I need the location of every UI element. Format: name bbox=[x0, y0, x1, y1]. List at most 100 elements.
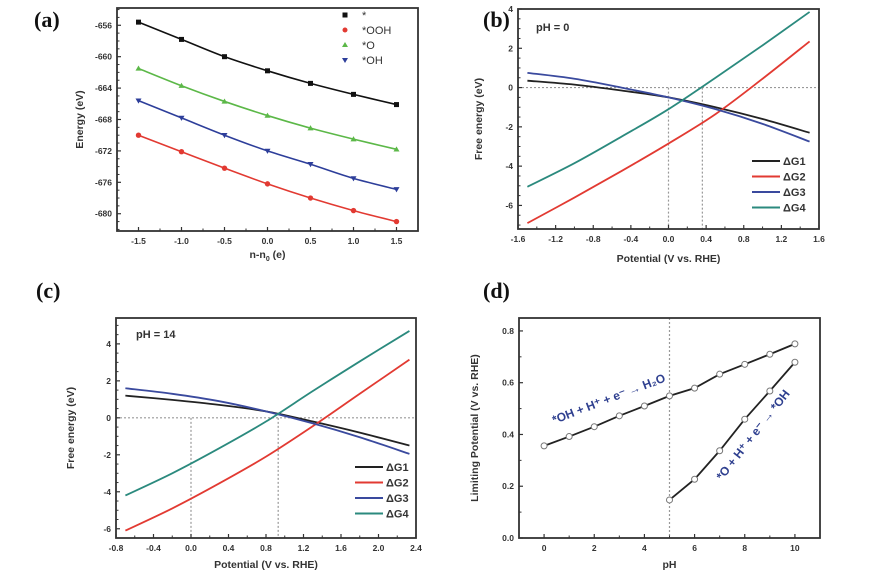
y-axis-label: Free energy (eV) bbox=[65, 387, 77, 469]
data-point bbox=[222, 54, 227, 60]
data-point bbox=[394, 102, 399, 108]
x-tick-label: 2.0 bbox=[373, 543, 385, 553]
x-tick-label: 0.4 bbox=[700, 234, 712, 244]
panel-d: (d) 0 2 4 6 8 10 0.0 0.2 0.4 0.6 0.8 pH Limiting Pote… bbox=[469, 278, 821, 571]
panel-label: (c) bbox=[36, 278, 60, 303]
x-tick-label: 1.2 bbox=[298, 543, 310, 553]
data-point bbox=[135, 132, 142, 138]
plot-frame bbox=[115, 317, 417, 539]
x-tick-label: 6 bbox=[692, 543, 697, 553]
legend-label: ΔG3 bbox=[783, 187, 806, 199]
x-tick-label: 1.0 bbox=[348, 236, 360, 246]
data-point bbox=[766, 350, 774, 358]
y-tick-label: 0 bbox=[106, 413, 111, 423]
series-line-1 bbox=[138, 21, 397, 106]
data-point bbox=[308, 80, 313, 86]
y-tick-label: -676 bbox=[95, 177, 112, 187]
data-point bbox=[178, 82, 185, 88]
x-axis-label-main: n-n bbox=[250, 249, 266, 261]
y-tick-label: -656 bbox=[95, 20, 112, 30]
legend-label: ΔG1 bbox=[386, 462, 409, 474]
y-tick-label: -6 bbox=[103, 524, 111, 534]
plot-frame bbox=[517, 8, 820, 230]
data-point bbox=[640, 402, 648, 410]
x-tick-label: 0 bbox=[542, 543, 547, 553]
legend-label: *OH bbox=[362, 55, 383, 67]
plot-frame bbox=[518, 317, 821, 539]
x-axis-label: pH bbox=[663, 559, 677, 571]
legend-label: *O bbox=[362, 40, 375, 52]
x-tick-label: 0.4 bbox=[223, 543, 235, 553]
data-point bbox=[791, 340, 799, 348]
y-tick-label: -668 bbox=[95, 115, 112, 125]
y-tick-label: -660 bbox=[95, 52, 112, 62]
x-tick-label: -0.4 bbox=[624, 234, 639, 244]
series-line-2 bbox=[526, 40, 811, 224]
data-point bbox=[221, 133, 228, 139]
data-point bbox=[178, 148, 185, 155]
y-tick-label: -4 bbox=[505, 161, 513, 171]
data-point bbox=[691, 384, 699, 392]
data-point bbox=[741, 360, 749, 368]
x-axis-label: Potential (V vs. RHE) bbox=[617, 253, 721, 265]
series-line-2 bbox=[668, 361, 796, 501]
legend-marker bbox=[342, 27, 348, 33]
legend-label: ΔG2 bbox=[386, 478, 409, 490]
legend-label: *OOH bbox=[362, 25, 391, 37]
y-tick-label: -664 bbox=[95, 83, 112, 93]
y-tick-label: 2 bbox=[508, 43, 513, 53]
data-point bbox=[179, 36, 184, 42]
data-point bbox=[716, 370, 724, 378]
x-tick-label: -0.4 bbox=[146, 543, 161, 553]
y-tick-label: -4 bbox=[103, 487, 111, 497]
data-point bbox=[565, 433, 573, 441]
x-tick-label: -0.5 bbox=[217, 236, 232, 246]
data-point bbox=[136, 19, 141, 25]
y-tick-label: 4 bbox=[106, 339, 111, 349]
x-tick-label: 10 bbox=[790, 543, 800, 553]
legend-label: * bbox=[362, 10, 367, 22]
x-tick-label: 1.6 bbox=[335, 543, 347, 553]
legend: * *OOH *O *OH bbox=[342, 10, 391, 67]
y-axis-label: Limiting Potential (V vs. RHE) bbox=[469, 354, 481, 502]
chart-title: pH = 0 bbox=[536, 22, 569, 34]
data-point bbox=[307, 162, 314, 168]
chart-title: pH = 14 bbox=[136, 329, 176, 341]
y-tick-label: 0.4 bbox=[502, 429, 514, 439]
data-point bbox=[264, 112, 271, 118]
x-tick-label: -0.8 bbox=[109, 543, 124, 553]
panel-c: (c) -0.8 -0.4 0.0 0.4 0.8 1.2 1.6 2.0 2.4 4 2 0 -2 -4 -… bbox=[36, 278, 422, 571]
data-point bbox=[178, 115, 185, 121]
data-point bbox=[350, 207, 357, 214]
series-line-2 bbox=[124, 358, 410, 532]
x-tick-label: 4 bbox=[642, 543, 647, 553]
plot-frame bbox=[116, 7, 419, 232]
legend-marker bbox=[342, 42, 348, 47]
data-point bbox=[221, 98, 228, 104]
x-tick-label: 0.0 bbox=[262, 236, 274, 246]
legend: ΔG1 ΔG2 ΔG3 ΔG4 bbox=[752, 156, 806, 215]
data-point bbox=[741, 415, 749, 423]
data-point bbox=[393, 187, 400, 193]
x-tick-label: 0.5 bbox=[305, 236, 317, 246]
x-tick-label: 1.5 bbox=[391, 236, 403, 246]
data-point bbox=[135, 98, 142, 104]
y-tick-label: 0.8 bbox=[502, 326, 514, 336]
reaction-annotation: *OH + H⁺ + e⁻ → H₂O bbox=[550, 371, 667, 427]
legend-label: ΔG4 bbox=[783, 203, 806, 215]
data-point bbox=[265, 68, 270, 74]
x-tick-label: -1.2 bbox=[548, 234, 563, 244]
x-axis-label: Potential (V vs. RHE) bbox=[214, 559, 318, 571]
series-line-4 bbox=[527, 11, 811, 188]
legend-label: ΔG4 bbox=[386, 509, 409, 521]
legend-marker bbox=[342, 12, 348, 18]
series-line-3 bbox=[527, 71, 810, 143]
x-tick-label: -1.5 bbox=[131, 236, 146, 246]
series-line-3 bbox=[138, 67, 397, 151]
y-tick-label: -680 bbox=[95, 209, 112, 219]
legend-label: ΔG3 bbox=[386, 493, 409, 505]
series-line-4 bbox=[124, 330, 410, 497]
y-tick-label: -672 bbox=[95, 146, 112, 156]
x-tick-label: 1.6 bbox=[813, 234, 825, 244]
